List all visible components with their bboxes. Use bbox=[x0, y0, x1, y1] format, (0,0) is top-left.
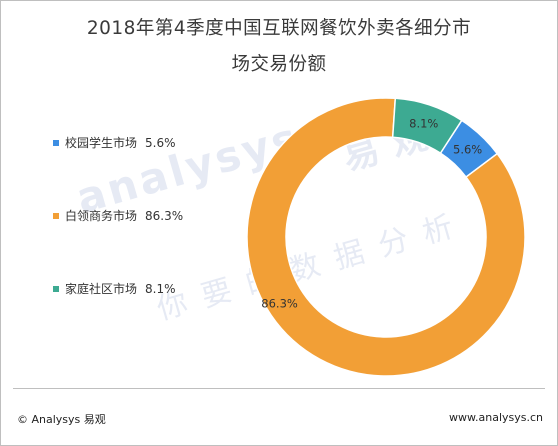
footer-website: www.analysys.cn bbox=[449, 411, 543, 424]
legend-item-family: 家庭社区市场 8.1% bbox=[53, 281, 176, 297]
donut-chart: 5.6% 86.3% 8.1% bbox=[246, 97, 526, 377]
legend-label-family: 家庭社区市场 bbox=[65, 282, 138, 296]
legend-label-campus: 校园学生市场 bbox=[65, 136, 138, 150]
legend-swatch-campus bbox=[53, 139, 59, 146]
legend-swatch-office bbox=[53, 212, 59, 219]
donut-slice-office bbox=[246, 97, 526, 377]
donut-label-campus: 5.6% bbox=[453, 143, 482, 157]
chart-title-line-1: 2018年第4季度中国互联网餐饮外卖各细分市 bbox=[86, 18, 472, 39]
chart-title-line-2: 场交易份额 bbox=[231, 54, 327, 75]
legend-value-office: 86.3% bbox=[145, 209, 184, 223]
donut-slice-family bbox=[391, 97, 463, 155]
legend-label-office: 白领商务市场 bbox=[65, 209, 138, 223]
legend-item-campus: 校园学生市场 5.6% bbox=[53, 135, 176, 151]
donut-label-office: 86.3% bbox=[261, 297, 298, 311]
legend-item-office: 白领商务市场 86.3% bbox=[53, 208, 183, 224]
legend-value-campus: 5.6% bbox=[145, 136, 176, 150]
legend-value-family: 8.1% bbox=[145, 282, 176, 296]
legend-swatch-family bbox=[53, 285, 59, 292]
donut-label-family: 8.1% bbox=[409, 117, 438, 131]
footer-divider bbox=[13, 388, 545, 389]
footer-copyright: © Analysys 易观 bbox=[17, 413, 106, 426]
chart-title: 2018年第4季度中国互联网餐饮外卖各细分市 场交易份额 bbox=[1, 11, 557, 83]
